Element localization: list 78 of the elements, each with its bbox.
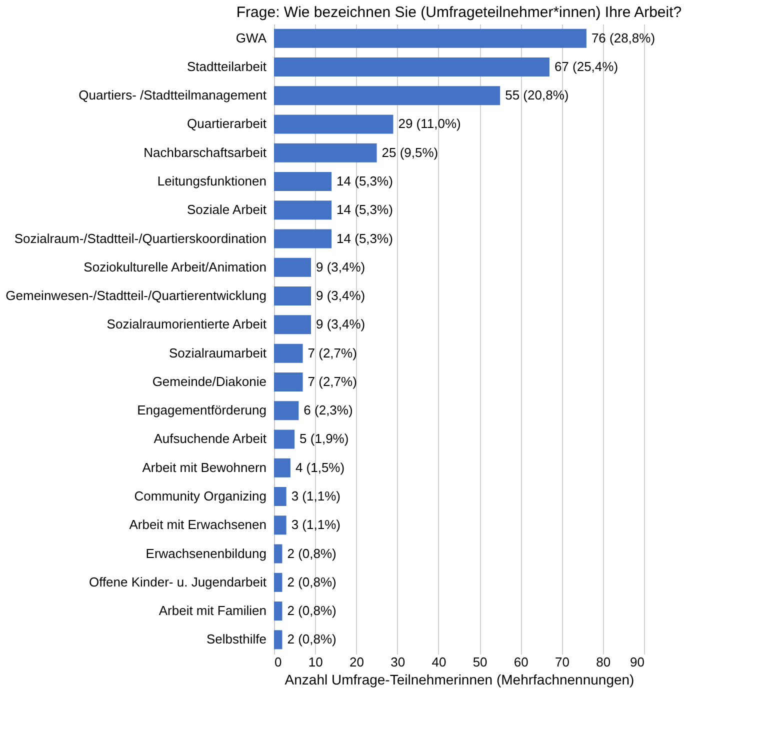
bar xyxy=(274,143,377,162)
x-tick-label: 60 xyxy=(514,654,528,670)
bar xyxy=(274,544,282,564)
data-label: 14 (5,3%) xyxy=(336,174,393,188)
data-label: 9 (3,4%) xyxy=(316,316,366,332)
bar xyxy=(274,86,500,106)
y-tick-label: Community Organizing xyxy=(134,488,266,504)
bar xyxy=(274,258,311,277)
bar xyxy=(274,229,332,248)
data-label: 7 (2,7%) xyxy=(308,345,357,360)
data-label: 14 (5,3%) xyxy=(336,230,393,246)
y-tick-label: Erwachsenenbildung xyxy=(146,546,266,561)
y-tick-label: Arbeit mit Familien xyxy=(158,603,266,618)
bar xyxy=(274,172,332,191)
data-label: 7 (2,7%) xyxy=(308,374,357,389)
bar xyxy=(274,572,282,592)
y-tick-label: Gemeinwesen-/Stadtteil-/Quartierentwicklung xyxy=(6,288,266,304)
y-tick-label: Arbeit mit Erwachsenen xyxy=(129,517,266,532)
data-label: 67 (25,4%) xyxy=(554,58,618,74)
x-tick-label: 90 xyxy=(630,654,644,670)
bar xyxy=(274,28,586,48)
data-label: 3 (1,1%) xyxy=(291,488,340,504)
data-label: 55 (20,8%) xyxy=(505,88,569,103)
y-tick-label: Selbsthilfe xyxy=(206,632,266,647)
y-tick-label: Arbeit mit Bewohnern xyxy=(142,460,266,475)
x-tick-label: 50 xyxy=(472,654,488,670)
bar xyxy=(274,602,282,621)
y-tick-label: Soziale Arbeit xyxy=(187,202,267,218)
x-tick-label: 80 xyxy=(596,654,611,670)
x-tick-label: 30 xyxy=(390,654,406,670)
bar xyxy=(274,286,311,306)
y-tick-label: Gemeinde/Diakonie xyxy=(152,374,266,389)
y-tick-label: Sozialraum-/Stadtteil-/Quartierskoordination xyxy=(14,230,266,246)
x-tick-label: 40 xyxy=(432,654,446,670)
x-tick-label: 70 xyxy=(555,654,570,670)
x-tick-label: 10 xyxy=(308,654,323,670)
data-label: 14 (5,3%) xyxy=(336,202,393,218)
data-label: 9 (3,4%) xyxy=(316,259,366,274)
bar xyxy=(274,57,550,76)
data-label: 29 (11,0%) xyxy=(398,116,461,132)
bar xyxy=(274,114,394,134)
y-tick-label: Offene Kinder- u. Jugendarbeit xyxy=(88,574,267,590)
data-label: 2 (0,8%) xyxy=(287,632,336,647)
data-label: 5 (1,9%) xyxy=(300,431,349,446)
x-tick-label: 0 xyxy=(274,654,282,670)
bar xyxy=(274,315,311,334)
bar xyxy=(274,458,290,478)
bar xyxy=(274,372,303,392)
y-tick-label: GWA xyxy=(236,30,267,46)
data-label: 76 (28,8%) xyxy=(591,30,656,46)
y-tick-label: Nachbarschaftsarbeit xyxy=(144,144,267,160)
bar xyxy=(274,516,286,535)
bar xyxy=(274,401,299,420)
y-tick-label: Quartiers- /Stadtteilmanagement xyxy=(78,88,267,103)
bar xyxy=(274,344,303,363)
y-tick-label: Sozialraumarbeit xyxy=(168,345,267,360)
data-label: 6 (2,3%) xyxy=(304,402,353,418)
y-tick-label: Sozialraumorientierte Arbeit xyxy=(106,316,267,332)
y-tick-label: Leitungsfunktionen xyxy=(157,174,266,188)
data-label: 2 (0,8%) xyxy=(287,546,336,561)
data-label: 4 (1,5%) xyxy=(295,460,345,475)
bar xyxy=(274,630,282,650)
y-tick-label: Soziokulturelle Arbeit/Animation xyxy=(84,259,266,274)
data-label: 9 (3,4%) xyxy=(316,288,366,304)
bar xyxy=(274,200,332,220)
data-label: 25 (9,5%) xyxy=(382,144,438,160)
y-tick-label: Quartierarbeit xyxy=(187,116,267,132)
y-tick-label: Aufsuchende Arbeit xyxy=(154,431,267,446)
chart-title: Frage: Wie bezeichnen Sie (Umfrageteilnehmer*innen) Ihre Arbeit? xyxy=(236,4,682,21)
data-label: 2 (0,8%) xyxy=(287,603,336,618)
bar xyxy=(274,487,286,506)
data-label: 3 (1,1%) xyxy=(291,517,340,532)
x-tick-label: 20 xyxy=(349,654,364,670)
y-tick-label: Stadtteilarbeit xyxy=(187,58,267,74)
data-label: 2 (0,8%) xyxy=(287,574,336,590)
y-tick-label: Engagementförderung xyxy=(137,402,266,418)
bar xyxy=(274,430,295,449)
x-axis-title: Anzahl Umfrage-Teilnehmerinnen (Mehrfachnennungen) xyxy=(284,672,634,688)
